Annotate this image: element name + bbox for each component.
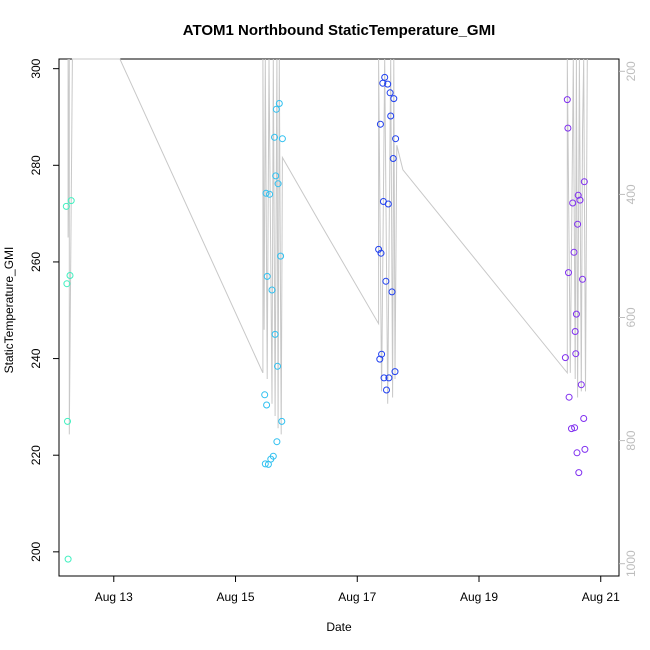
data-point	[388, 288, 396, 296]
data-point	[569, 199, 577, 207]
data-point	[375, 245, 383, 253]
data-point	[383, 386, 390, 394]
y-tick-label: 300	[29, 58, 43, 78]
data-point	[387, 112, 395, 120]
y-tick-label: 220	[29, 445, 43, 465]
data-point	[263, 272, 271, 280]
data-point	[579, 275, 586, 283]
x-tick-label: Aug 21	[582, 590, 620, 604]
data-point	[381, 73, 389, 81]
data-point	[571, 328, 579, 335]
data-point	[564, 124, 572, 132]
profile-line	[67, 58, 588, 435]
data-point	[580, 415, 588, 422]
data-point	[574, 220, 582, 228]
data-point	[64, 555, 72, 563]
series-flight4	[561, 96, 589, 477]
data-point	[565, 393, 573, 401]
data-point	[269, 452, 277, 460]
y-tick-label: 240	[29, 348, 43, 368]
data-point	[385, 374, 393, 382]
data-point	[278, 135, 286, 143]
x-tick-label: Aug 19	[460, 590, 498, 604]
data-point	[67, 197, 75, 205]
data-point	[272, 172, 280, 180]
series-flight3	[375, 73, 400, 394]
data-point	[262, 189, 270, 197]
x-axis-label: Date	[326, 620, 352, 634]
data-point	[274, 362, 281, 370]
y-tick-label: 280	[29, 155, 43, 175]
data-point	[275, 100, 283, 107]
data-point	[66, 272, 74, 279]
data-point	[571, 424, 579, 432]
data-point	[268, 286, 276, 294]
data-point	[575, 469, 583, 477]
data-point	[389, 155, 397, 162]
data-point	[382, 277, 390, 285]
data-point	[62, 202, 70, 210]
data-point	[376, 120, 384, 128]
data-point	[565, 269, 572, 277]
data-point	[568, 425, 575, 433]
data-point	[392, 135, 400, 143]
data-point	[580, 178, 588, 186]
data-point	[391, 368, 399, 376]
data-point	[64, 417, 71, 425]
data-point	[274, 180, 282, 188]
x-tick-label: Aug 17	[338, 590, 376, 604]
data-point	[384, 200, 392, 208]
y2-tick-label: 1000	[624, 550, 638, 577]
data-point	[266, 190, 274, 198]
y2-tick-label: 600	[624, 307, 638, 327]
data-point	[561, 354, 569, 362]
plot-frame	[58, 58, 620, 577]
data-point	[277, 252, 285, 260]
x-axis: Aug 13 Aug 15 Aug 17 Aug 19 Aug 21	[95, 576, 620, 604]
data-point	[261, 460, 269, 468]
data-point	[563, 96, 571, 104]
data-point	[263, 401, 271, 409]
data-point	[261, 391, 269, 399]
y-axis-label: StaticTemperature_GMI	[2, 247, 16, 374]
x-tick-label: Aug 15	[216, 590, 254, 604]
data-point	[278, 417, 286, 425]
series-flight1	[62, 197, 75, 563]
data-point	[386, 89, 394, 97]
data-point	[572, 350, 580, 358]
points-layer	[62, 73, 589, 563]
profile-layer	[67, 58, 588, 435]
data-point	[63, 280, 71, 288]
data-point	[376, 355, 384, 363]
y2-tick-label: 400	[624, 184, 638, 204]
x-tick-label: Aug 13	[95, 590, 133, 604]
y-tick-label: 200	[29, 542, 43, 562]
data-point	[573, 449, 581, 457]
data-point	[271, 330, 279, 338]
data-point	[572, 310, 580, 318]
data-point	[581, 445, 589, 453]
chart-title: ATOM1 Northbound StaticTemperature_GMI	[183, 22, 496, 39]
data-point	[576, 196, 584, 204]
data-point	[272, 105, 280, 113]
data-point	[384, 80, 392, 88]
y-axis: 200 220 240 260 280 300	[29, 58, 59, 562]
data-point	[378, 350, 386, 358]
data-point	[273, 438, 281, 446]
data-point	[271, 133, 278, 141]
y2-axis: 200 400 600 800 1000	[619, 61, 638, 577]
data-point	[570, 248, 578, 256]
y2-tick-label: 800	[624, 430, 638, 450]
data-point	[574, 191, 582, 199]
data-point	[377, 249, 385, 257]
data-point	[390, 95, 398, 103]
y2-tick-label: 200	[624, 61, 638, 81]
data-point	[577, 381, 585, 389]
y-tick-label: 260	[29, 252, 43, 272]
series-flight2	[261, 100, 286, 468]
data-point	[380, 374, 388, 382]
